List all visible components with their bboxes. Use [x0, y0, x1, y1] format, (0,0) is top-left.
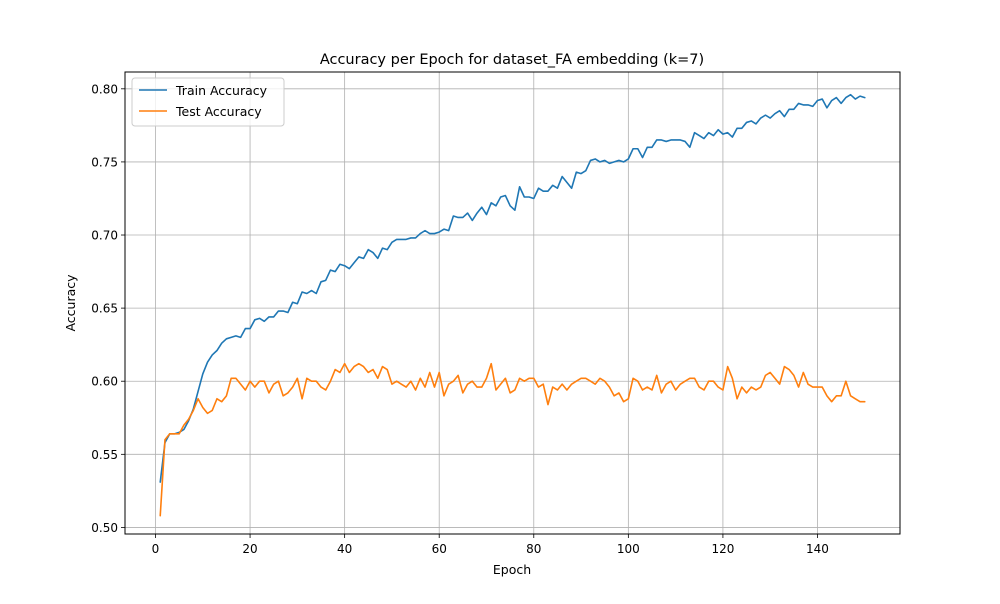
- x-tick-label: 100: [617, 542, 640, 556]
- legend-label-test: Test Accuracy: [175, 104, 262, 119]
- y-axis-label: Accuracy: [63, 274, 78, 332]
- train-accuracy-line: [159, 93, 866, 483]
- x-tick-label: 60: [432, 542, 447, 556]
- legend-box: [131, 77, 285, 127]
- y-tick-label: 0.65: [91, 302, 118, 316]
- y-tick-label: 0.80: [91, 82, 118, 96]
- x-tick-label: 0: [152, 542, 160, 556]
- y-tick-label: 0.50: [91, 521, 118, 535]
- y-tick-label: 0.60: [91, 375, 118, 389]
- y-axis-ticks: 0.50 0.55 0.60 0.65 0.70 0.75 0.80: [91, 82, 125, 535]
- x-tick-label: 20: [242, 542, 257, 556]
- y-tick-label: 0.75: [91, 155, 118, 169]
- legend: Train Accuracy Test Accuracy: [131, 77, 285, 127]
- x-tick-label: 120: [711, 542, 734, 556]
- x-axis-ticks: 0 20 40 60 80 100 120 140: [152, 534, 829, 556]
- x-tick-label: 40: [337, 542, 352, 556]
- series-lines: [159, 93, 866, 517]
- x-tick-label: 80: [526, 542, 541, 556]
- chart-title: Accuracy per Epoch for dataset_FA embedd…: [320, 52, 704, 68]
- x-axis-label: Epoch: [493, 562, 531, 577]
- y-tick-label: 0.70: [91, 229, 118, 243]
- grid-lines: [125, 72, 900, 534]
- y-tick-label: 0.55: [91, 448, 118, 462]
- plot-frame: [124, 71, 901, 535]
- legend-label-train: Train Accuracy: [175, 83, 268, 98]
- test-accuracy-line: [159, 362, 866, 517]
- x-tick-label: 140: [806, 542, 829, 556]
